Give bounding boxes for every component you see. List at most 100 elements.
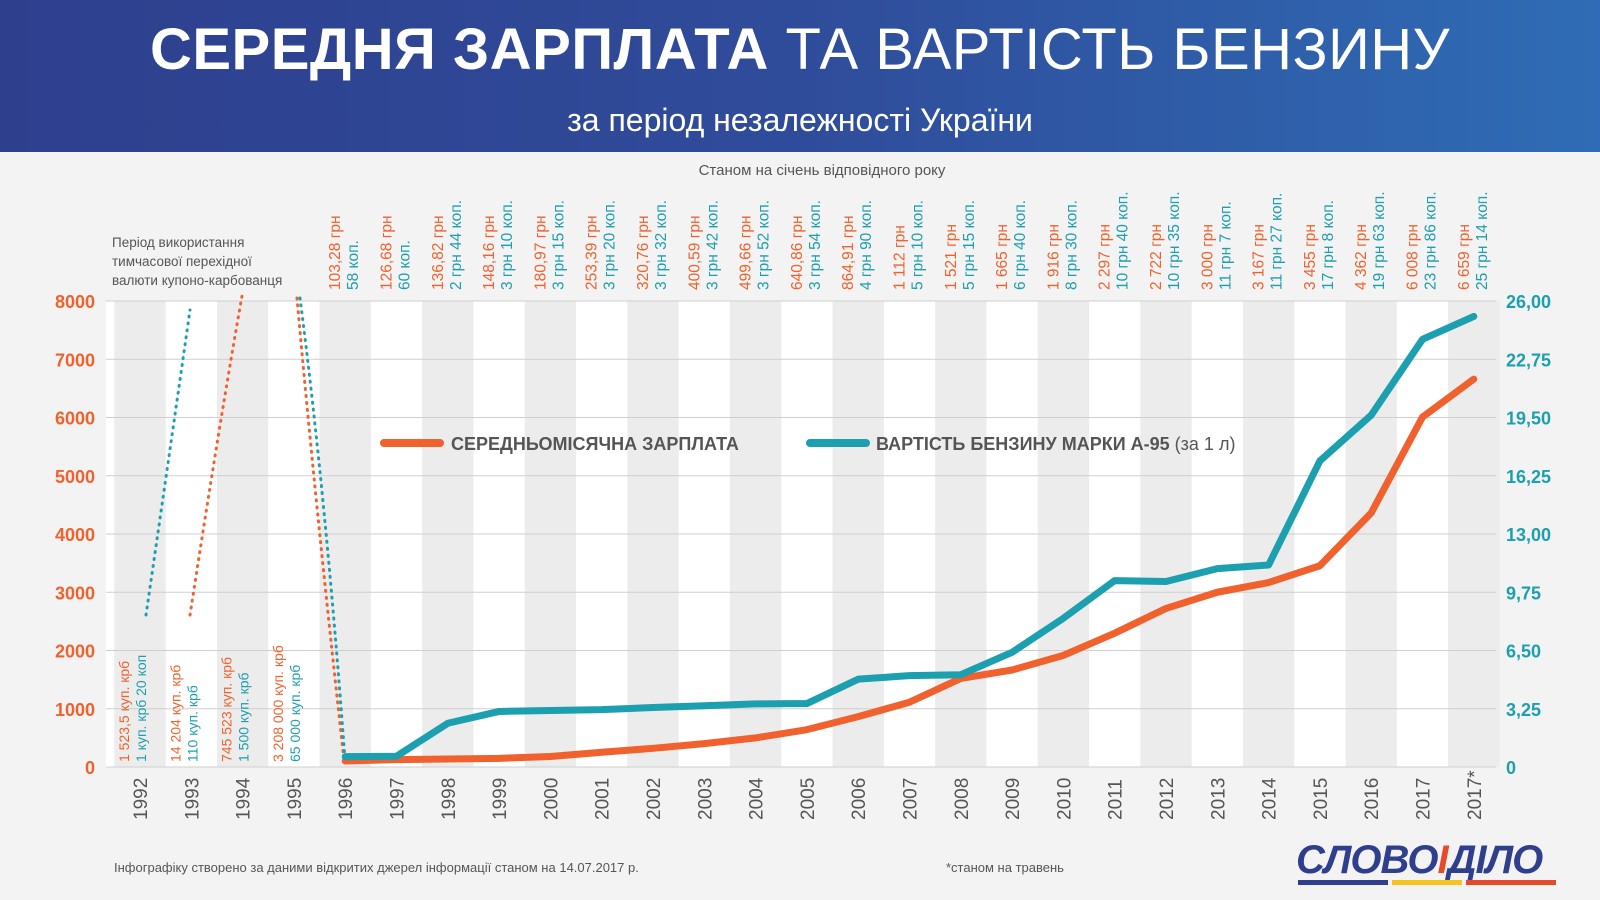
x-tick-label: 1998 bbox=[439, 778, 460, 820]
x-tick-label: 1995 bbox=[285, 778, 306, 820]
top-salary-label: 148,16 грн bbox=[481, 215, 498, 290]
top-salary-label: 3 167 грн bbox=[1251, 224, 1268, 290]
petrol-point bbox=[702, 703, 707, 708]
salary-point bbox=[804, 727, 809, 732]
top-salary-label: 3 455 грн bbox=[1302, 224, 1319, 290]
top-petrol-label: 4 грн 90 коп. bbox=[858, 200, 875, 290]
logo-bar-blue bbox=[1298, 880, 1388, 885]
petrol-point bbox=[1317, 458, 1322, 463]
top-salary-label: 2 722 грн bbox=[1148, 224, 1165, 290]
x-tick-label: 2006 bbox=[849, 778, 870, 820]
x-tick-label: 2016 bbox=[1362, 778, 1383, 820]
top-salary-label: 499,66 грн bbox=[738, 215, 755, 290]
top-salary-label: 864,91 грн bbox=[840, 215, 857, 290]
petrol-point bbox=[599, 707, 604, 712]
top-petrol-label: 3 грн 52 коп. bbox=[756, 200, 773, 290]
top-salary-label: 126,68 грн bbox=[379, 215, 396, 290]
x-tick-label: 2010 bbox=[1054, 778, 1075, 820]
x-tick-label: 1994 bbox=[234, 777, 255, 820]
salary-point bbox=[599, 750, 604, 755]
x-tick-label: 2007 bbox=[901, 778, 922, 820]
top-petrol-label: 19 грн 63 коп. bbox=[1371, 191, 1388, 290]
logo-word-2: І bbox=[1437, 838, 1448, 882]
x-tick-label: 2017* bbox=[1465, 770, 1486, 820]
petrol-point bbox=[1061, 616, 1066, 621]
logo-word-1: СЛОВО bbox=[1296, 838, 1438, 882]
top-petrol-label: 3 грн 15 коп. bbox=[550, 200, 567, 290]
top-salary-label: 2 297 грн bbox=[1097, 224, 1114, 290]
series-lines bbox=[341, 312, 1478, 765]
grid-lines bbox=[106, 300, 1496, 768]
petrol-point bbox=[907, 673, 912, 678]
legend-salary-label: СЕРЕДНЬОМІСЯЧНА ЗАРПЛАТА bbox=[451, 434, 739, 454]
top-petrol-label: 11 грн 27 коп. bbox=[1269, 193, 1286, 290]
top-petrol-label: 17 грн 8 коп. bbox=[1320, 200, 1337, 290]
x-tick-label: 2013 bbox=[1208, 778, 1229, 820]
left-tick-label: 1000 bbox=[55, 700, 95, 720]
top-petrol-label: 8 грн 30 коп. bbox=[1063, 200, 1080, 290]
title-bold: СЕРЕДНЯ ЗАРПЛАТА bbox=[149, 17, 769, 82]
karbovanets-petrol-label: 110 куп. крб bbox=[184, 685, 200, 762]
petrol-point bbox=[394, 754, 399, 759]
left-tick-label: 5000 bbox=[55, 467, 95, 487]
top-petrol-label: 2 грн 44 коп. bbox=[448, 200, 465, 290]
right-tick-label: 0 bbox=[1506, 758, 1516, 778]
top-petrol-label: 10 грн 40 коп. bbox=[1115, 191, 1132, 290]
karbovanets-petrol-label: 1 500 куп. крб bbox=[236, 673, 252, 763]
dotted-trend-line bbox=[188, 294, 244, 617]
legend-petrol-label: ВАРТІСТЬ БЕНЗИНУ МАРКИ А-95 (за 1 л) bbox=[876, 434, 1235, 454]
salary-point bbox=[1317, 563, 1322, 568]
top-salary-label: 640,86 грн bbox=[789, 215, 806, 290]
legend-petrol-unit: (за 1 л) bbox=[1175, 434, 1236, 454]
petrol-point bbox=[445, 721, 450, 726]
x-tick-label: 2002 bbox=[644, 778, 665, 820]
salary-point bbox=[1369, 510, 1374, 515]
left-tick-label: 2000 bbox=[55, 642, 95, 662]
top-salary-label: 1 521 грн bbox=[943, 224, 960, 290]
salary-point bbox=[651, 746, 655, 751]
top-salary-label: 6 008 грн bbox=[1405, 224, 1422, 290]
right-tick-label: 26,00 bbox=[1506, 292, 1551, 312]
salary-point bbox=[1112, 631, 1117, 636]
top-salary-label: 103,28 грн bbox=[327, 215, 344, 290]
top-petrol-label: 3 грн 10 коп. bbox=[499, 200, 516, 290]
top-value-labels: 103,28 грн 58 коп. 126,68 грн 60 коп. 136,82… bbox=[327, 191, 1491, 290]
page-title: СЕРЕДНЯ ЗАРПЛАТА ТА ВАРТІСТЬ БЕНЗИНУ bbox=[0, 16, 1600, 83]
top-petrol-label: 3 грн 32 коп. bbox=[653, 200, 670, 290]
karbovanets-salary-label: 745 523 куп. крб bbox=[219, 657, 235, 762]
legend-petrol-name: ВАРТІСТЬ БЕНЗИНУ МАРКИ А-95 bbox=[876, 434, 1170, 454]
top-salary-label: 400,59 грн bbox=[686, 215, 703, 290]
karbovanets-petrol-label: 65 000 куп. крб bbox=[287, 665, 303, 762]
salary-point bbox=[1215, 590, 1220, 595]
logo-bar-red bbox=[1466, 880, 1556, 885]
top-petrol-label: 5 грн 10 коп. bbox=[910, 200, 927, 290]
top-petrol-label: 23 грн 86 коп. bbox=[1423, 191, 1440, 290]
salary-point bbox=[907, 700, 912, 705]
top-salary-label: 320,76 грн bbox=[635, 215, 652, 290]
top-petrol-label: 60 коп. bbox=[397, 240, 414, 290]
top-salary-label: 253,39 грн bbox=[584, 215, 601, 290]
transition-note-line-2: тимчасової перехідної bbox=[112, 254, 252, 269]
right-tick-label: 6,50 bbox=[1506, 642, 1541, 662]
top-petrol-label: 58 коп. bbox=[345, 240, 362, 290]
salary-point bbox=[753, 735, 758, 740]
page-subtitle: за період незалежності України bbox=[567, 102, 1033, 138]
top-petrol-label: 6 грн 40 коп. bbox=[1012, 200, 1029, 290]
top-salary-label: 1 916 грн bbox=[1045, 224, 1062, 290]
x-tick-label: 1996 bbox=[336, 778, 357, 820]
dotted-trend-line bbox=[298, 296, 347, 762]
right-tick-label: 22,75 bbox=[1506, 350, 1551, 370]
left-tick-label: 6000 bbox=[55, 409, 95, 429]
right-axis-ticks: 0 3,25 6,50 9,75 13,00 16,25 19,50 22,75 26,00 bbox=[1506, 292, 1551, 778]
salary-point bbox=[1061, 653, 1066, 658]
x-tick-label: 2014 bbox=[1260, 777, 1281, 820]
top-salary-label: 136,82 грн bbox=[430, 215, 447, 290]
x-tick-label: 2017 bbox=[1414, 778, 1435, 820]
title-regular: ТА ВАРТІСТЬ БЕНЗИНУ bbox=[785, 17, 1451, 82]
top-petrol-label: 3 грн 54 коп. bbox=[807, 200, 824, 290]
left-tick-label: 3000 bbox=[55, 583, 95, 603]
top-petrol-label: 11 грн 7 коп. bbox=[1217, 201, 1234, 290]
karbovanets-labels: 1 523,5 куп. крб 1 куп. крб 20 коп 14 204 … bbox=[116, 645, 303, 762]
x-axis-ticks: 1992 1993 1994 1995 1996 1997 1998 1999 2000 2001… bbox=[131, 770, 1486, 820]
petrol-point bbox=[1164, 579, 1168, 584]
